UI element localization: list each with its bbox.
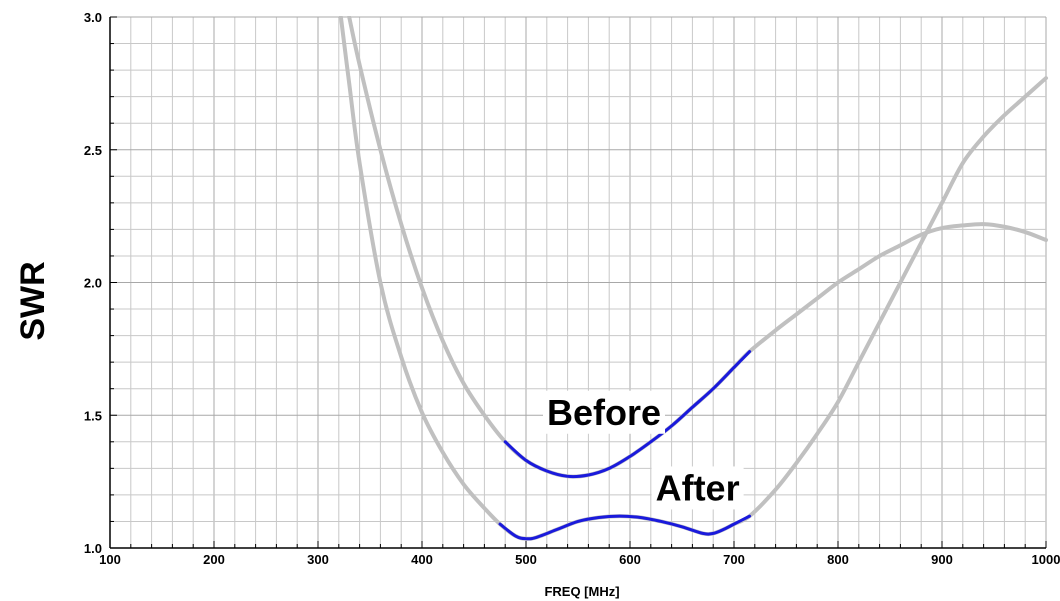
annotation-background: [542, 390, 666, 434]
annotation-before: Before: [542, 390, 666, 434]
series-before: [347, 16, 1048, 479]
x-tick-label: 800: [827, 552, 849, 567]
y-tick-label: 1.5: [84, 408, 102, 423]
tick-labels: 100 200 300 400 500 600 700 800 900 1000 1.0 1.5 2.0…: [84, 10, 1060, 567]
axes: [109, 16, 1047, 549]
y-tick-label: 1.0: [84, 541, 102, 556]
series-before-line: [347, 16, 1048, 479]
series-before-band-line: [503, 350, 752, 479]
y-axis-title: SWR: [14, 261, 52, 340]
x-tick-label: 200: [203, 552, 225, 567]
grid: [109, 16, 1047, 549]
y-tick-label: 2.0: [84, 276, 102, 291]
x-tick-label: 400: [411, 552, 433, 567]
x-tick-label: 900: [931, 552, 953, 567]
annotation-background: [651, 466, 744, 510]
x-tick-label: 600: [619, 552, 641, 567]
x-axis-title: FREQ [MHz]: [544, 584, 619, 599]
y-tick-label: 3.0: [84, 10, 102, 25]
annotations: Before After: [542, 390, 744, 510]
series-lines: [338, 16, 1048, 541]
series-after: [338, 16, 1048, 541]
series-after-band-line: [498, 514, 752, 541]
annotation-label: Before: [547, 392, 661, 433]
x-tick-label: 300: [307, 552, 329, 567]
annotation-label: After: [656, 467, 740, 508]
x-tick-label: 1000: [1032, 552, 1060, 567]
annotation-after: After: [651, 466, 744, 510]
x-tick-label: 500: [515, 552, 537, 567]
x-tick-label: 700: [723, 552, 745, 567]
y-tick-label: 2.5: [84, 143, 102, 158]
series-after-line: [338, 16, 1048, 541]
x-tick-label: 100: [99, 552, 121, 567]
